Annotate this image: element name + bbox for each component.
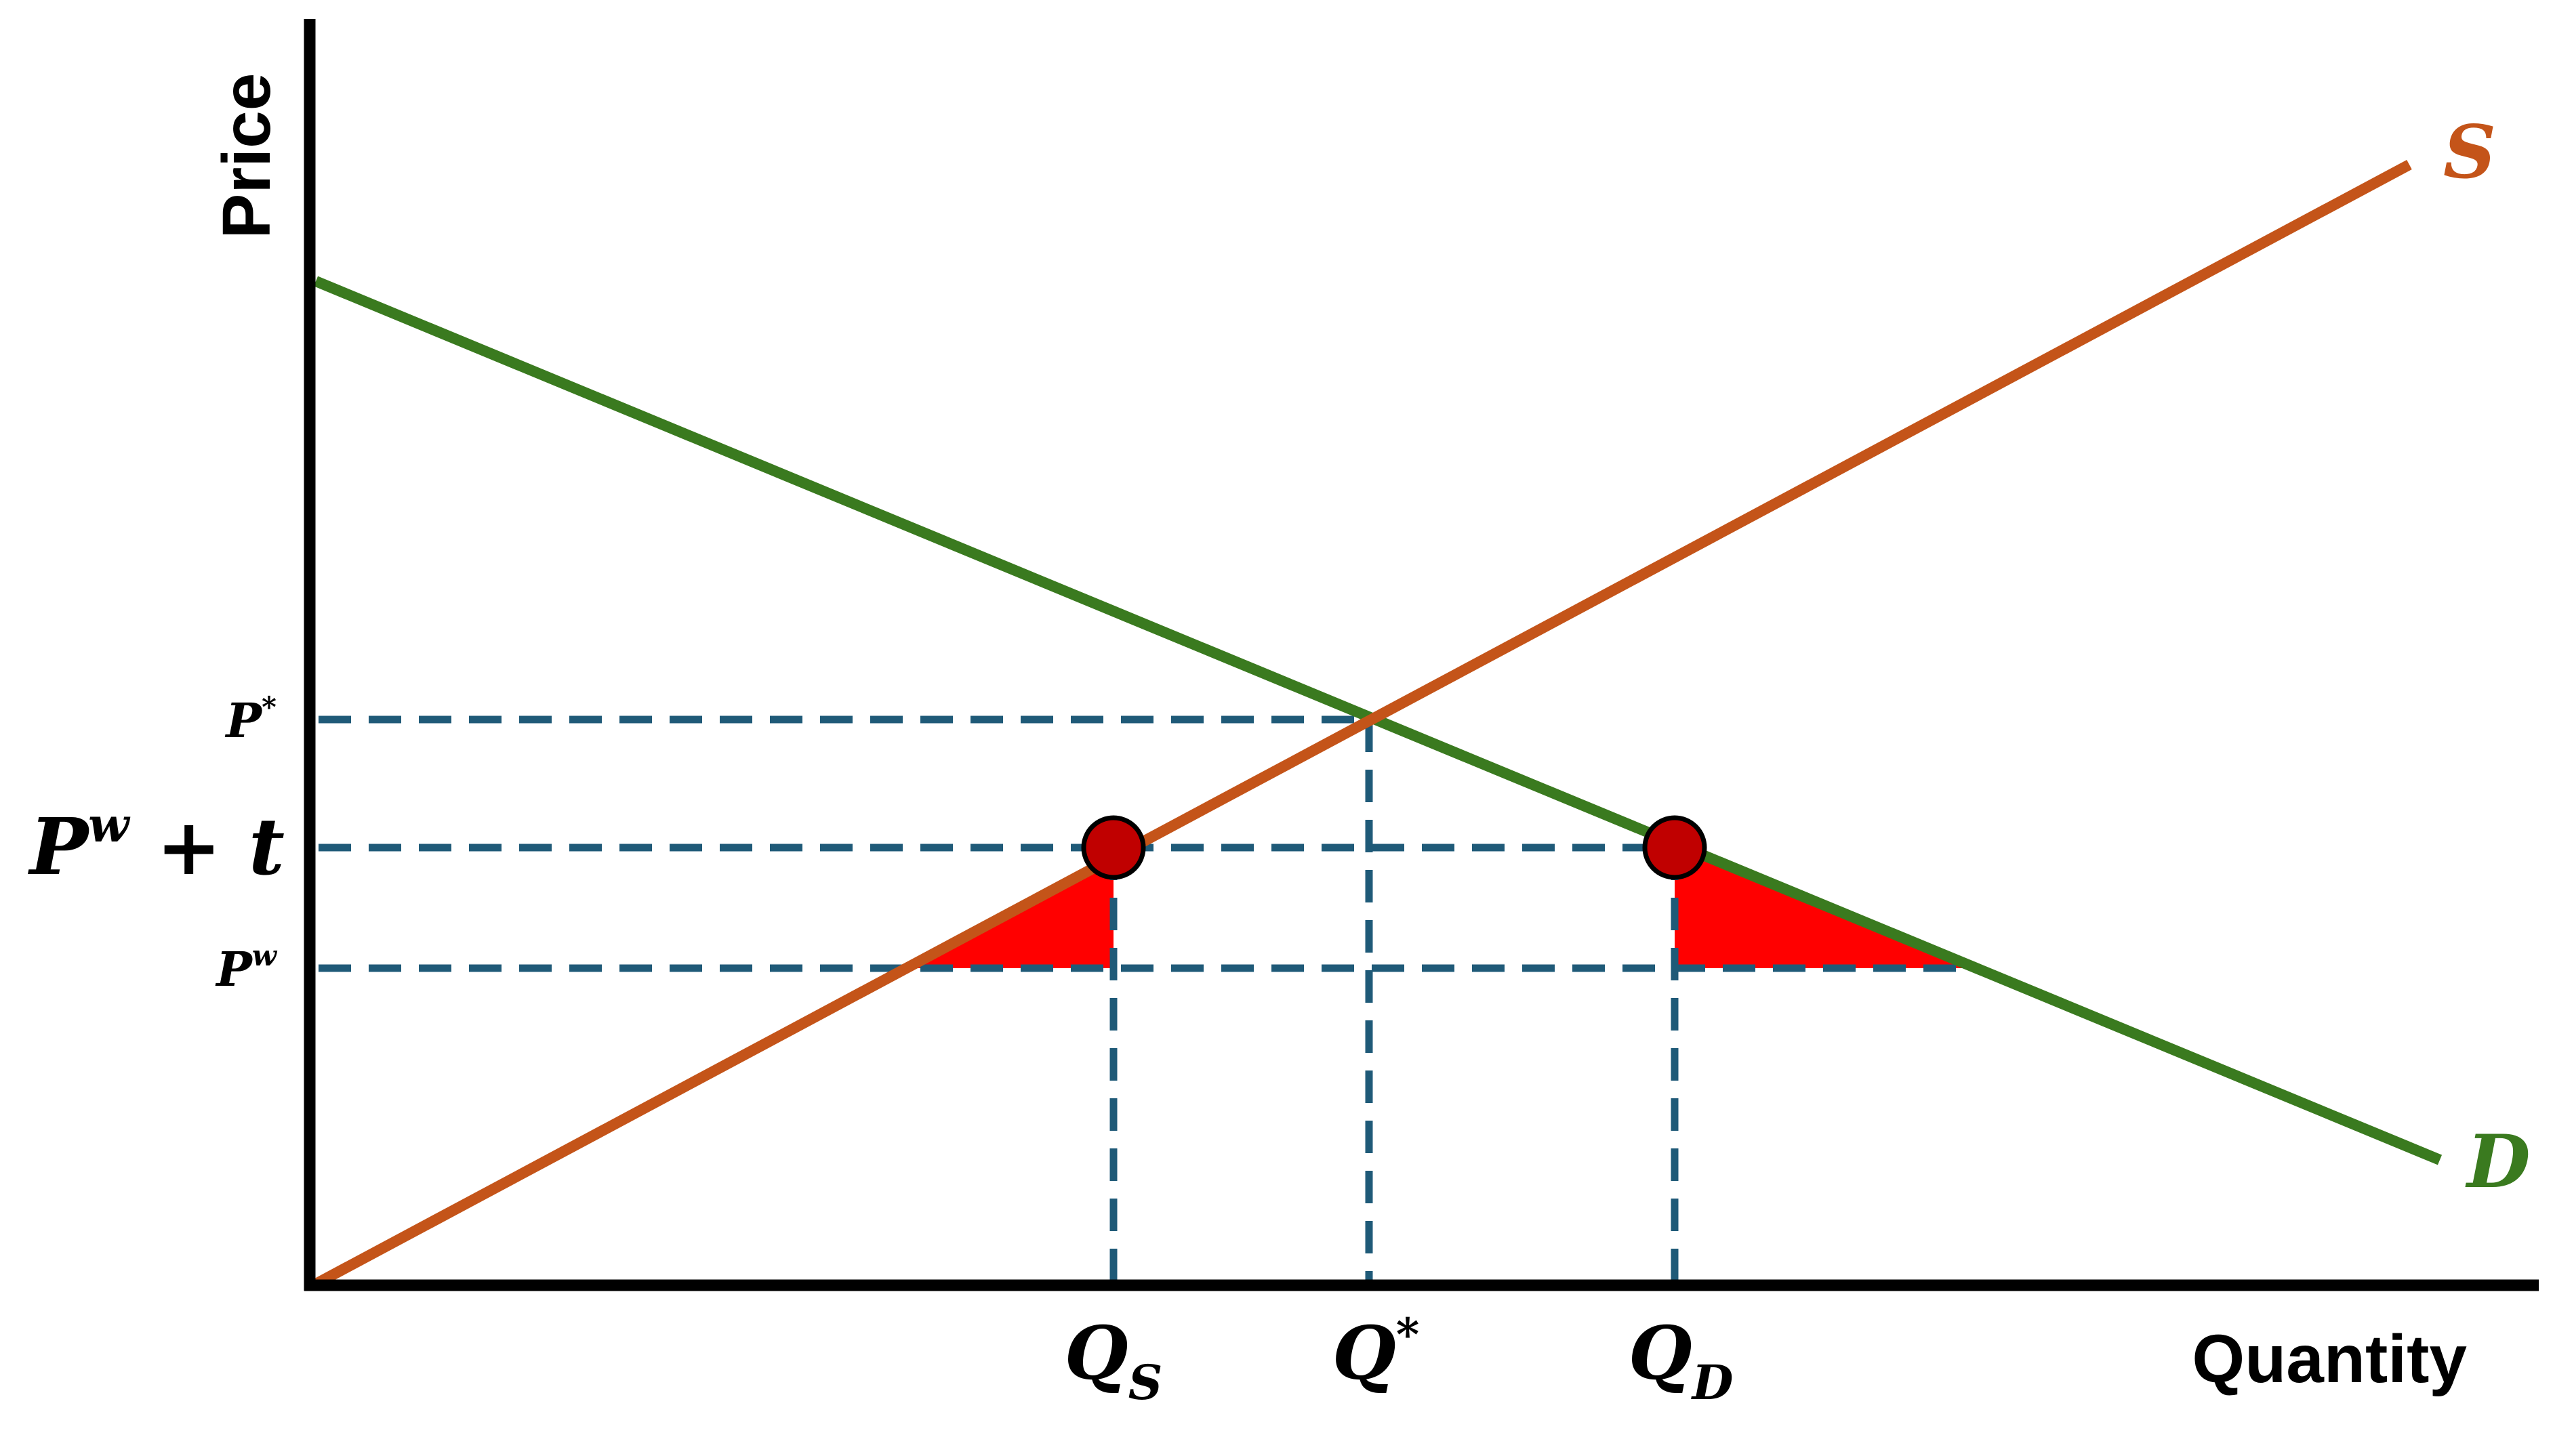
supply-curve — [313, 159, 2412, 1289]
q-s-label: QS — [1065, 1311, 1163, 1411]
p-world-label: Pw — [215, 939, 278, 997]
p-world-tariff-label: Pw + t — [28, 797, 285, 893]
domestic-supply-point — [1081, 815, 1146, 880]
demand-label: D — [2465, 1119, 2531, 1205]
p-star-label: P* — [224, 690, 277, 749]
supply-label: S — [2443, 110, 2496, 195]
q-d-label: QD — [1629, 1311, 1734, 1411]
y-axis-label: Price — [209, 73, 285, 239]
domestic-demand-point — [1642, 815, 1707, 880]
q-star-label: Q* — [1332, 1308, 1420, 1396]
x-axis-label: Quantity — [2192, 1321, 2467, 1397]
